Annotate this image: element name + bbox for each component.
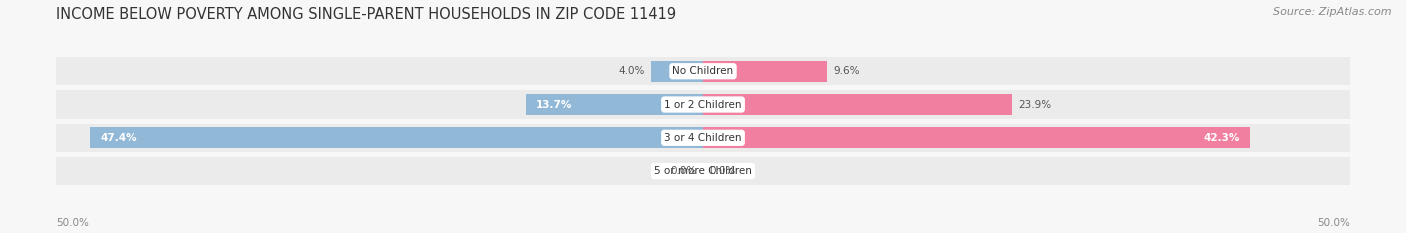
Bar: [703, 127, 1250, 148]
Bar: [56, 90, 703, 119]
Text: 23.9%: 23.9%: [1018, 99, 1052, 110]
Bar: [703, 157, 1350, 185]
Text: 0.0%: 0.0%: [710, 166, 735, 176]
Text: 47.4%: 47.4%: [100, 133, 136, 143]
Bar: [56, 124, 703, 152]
Bar: [703, 94, 1012, 115]
Text: 9.6%: 9.6%: [834, 66, 860, 76]
Text: 3 or 4 Children: 3 or 4 Children: [664, 133, 742, 143]
Text: 0.0%: 0.0%: [671, 166, 696, 176]
Text: Source: ZipAtlas.com: Source: ZipAtlas.com: [1274, 7, 1392, 17]
Bar: [703, 57, 1350, 85]
Bar: [703, 124, 1350, 152]
Bar: [651, 61, 703, 82]
Text: 50.0%: 50.0%: [56, 218, 89, 228]
Bar: [703, 90, 1350, 119]
Text: No Children: No Children: [672, 66, 734, 76]
Text: 1 or 2 Children: 1 or 2 Children: [664, 99, 742, 110]
Bar: [526, 94, 703, 115]
Bar: [56, 57, 703, 85]
Text: 4.0%: 4.0%: [619, 66, 645, 76]
Text: INCOME BELOW POVERTY AMONG SINGLE-PARENT HOUSEHOLDS IN ZIP CODE 11419: INCOME BELOW POVERTY AMONG SINGLE-PARENT…: [56, 7, 676, 22]
Text: 5 or more Children: 5 or more Children: [654, 166, 752, 176]
Bar: [90, 127, 703, 148]
Bar: [56, 157, 703, 185]
Bar: [703, 61, 827, 82]
Text: 13.7%: 13.7%: [536, 99, 572, 110]
Text: 42.3%: 42.3%: [1204, 133, 1240, 143]
Text: 50.0%: 50.0%: [1317, 218, 1350, 228]
